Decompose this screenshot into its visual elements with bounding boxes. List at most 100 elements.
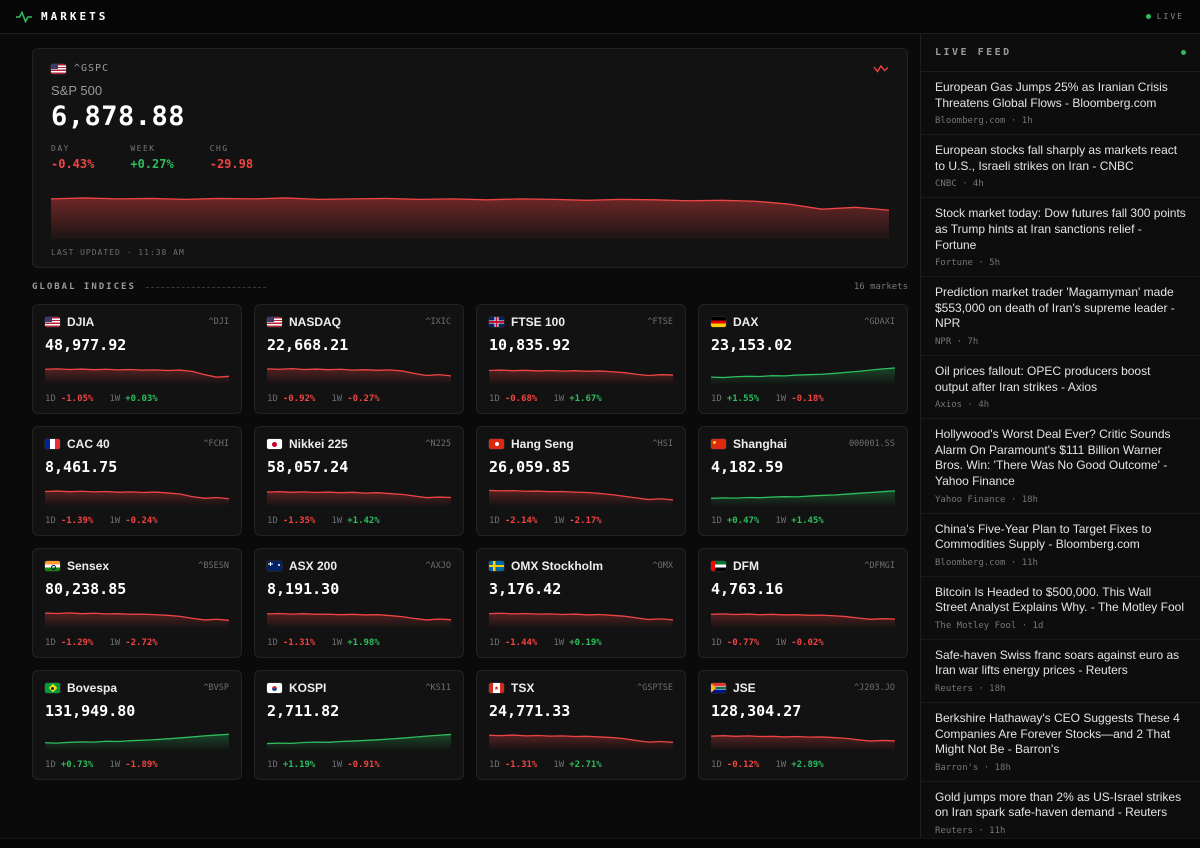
index-card-hsi[interactable]: Hang Seng ^HSI 26,059.85 1D -2.14% 1W -2.17%	[476, 426, 686, 536]
index-card-header: Sensex ^BSESN	[45, 559, 229, 573]
index-stat-w1: 1W +1.45%	[775, 516, 823, 526]
index-card-gdaxi[interactable]: DAX ^GDAXI 23,153.02 1D +1.55% 1W -0.18%	[698, 304, 908, 414]
index-stat-d1: 1D -0.68%	[489, 394, 537, 404]
index-card-omx[interactable]: OMX Stockholm ^OMX 3,176.42 1D -1.44% 1W +0.19…	[476, 548, 686, 658]
index-card-header: FTSE 100 ^FTSE	[489, 315, 673, 329]
index-card-gsptse[interactable]: TSX ^GSPTSE 24,771.33 1D -1.31% 1W +2.71%	[476, 670, 686, 780]
index-stat-w1: 1W -0.24%	[109, 516, 157, 526]
feed-item[interactable]: Oil prices fallout: OPEC producers boost…	[921, 356, 1200, 420]
feed-item[interactable]: Safe-haven Swiss franc soars against eur…	[921, 640, 1200, 704]
feed-item-title: Berkshire Hathaway's CEO Suggests These …	[935, 711, 1180, 757]
feed-item[interactable]: European stocks fall sharply as markets …	[921, 135, 1200, 199]
index-card-ixic[interactable]: NASDAQ ^IXIC 22,668.21 1D -0.92% 1W -0.27%	[254, 304, 464, 414]
index-name-group: ASX 200	[267, 559, 337, 573]
stat-value: -0.18%	[791, 394, 824, 404]
index-card-bsesn[interactable]: Sensex ^BSESN 80,238.85 1D -1.29% 1W -2.72%	[32, 548, 242, 658]
index-card-header: OMX Stockholm ^OMX	[489, 559, 673, 573]
index-stats-row: 1D +0.47% 1W +1.45%	[711, 516, 895, 526]
hero-index-name: S&P 500	[51, 83, 103, 98]
index-name-group: Sensex	[45, 559, 109, 573]
index-symbol: ^FCHI	[203, 439, 229, 449]
stat-label: 1W	[331, 638, 343, 648]
index-value: 80,238.85	[45, 580, 127, 598]
feed-item-meta: Barron's · 18h	[935, 762, 1011, 773]
feed-item-meta: Bloomberg.com · 11h	[935, 557, 1038, 568]
index-sparkline	[489, 483, 673, 507]
index-stat-w1: 1W -0.02%	[775, 638, 823, 648]
index-value: 22,668.21	[267, 336, 349, 354]
stat-value: +1.45%	[791, 516, 824, 526]
index-name-group: FTSE 100	[489, 315, 565, 329]
index-card-header: ASX 200 ^AXJO	[267, 559, 451, 573]
index-symbol: ^BVSP	[203, 683, 229, 693]
index-stat-w1: 1W -1.89%	[109, 760, 157, 770]
feed-item[interactable]: Bitcoin Is Headed to $500,000. This Wall…	[921, 577, 1200, 640]
index-value: 58,057.24	[267, 458, 349, 476]
index-name: Hang Seng	[511, 437, 574, 451]
index-sparkline	[45, 361, 229, 385]
index-card-ftse[interactable]: FTSE 100 ^FTSE 10,835.92 1D -0.68% 1W +1.67%	[476, 304, 686, 414]
sparkline-chart	[489, 727, 673, 751]
index-value: 4,182.59	[711, 458, 784, 476]
index-card-dfmgi[interactable]: DFM ^DFMGI 4,763.16 1D -0.77% 1W -0.02%	[698, 548, 908, 658]
ae-flag-icon	[711, 561, 726, 571]
index-sparkline	[489, 727, 673, 751]
in-flag-icon	[45, 561, 60, 571]
index-card-bvsp[interactable]: Bovespa ^BVSP 131,949.80 1D +0.73% 1W -1.89%	[32, 670, 242, 780]
stat-label: 1D	[267, 394, 278, 404]
sparkline-chart	[711, 605, 895, 629]
index-sparkline	[45, 483, 229, 507]
index-sparkline	[267, 605, 451, 629]
index-card-header: NASDAQ ^IXIC	[267, 315, 451, 329]
stat-value: +0.27%	[130, 157, 174, 171]
index-value: 26,059.85	[489, 458, 571, 476]
index-sparkline	[489, 361, 673, 385]
index-card-ks11[interactable]: KOSPI ^KS11 2,711.82 1D +1.19% 1W -0.91%	[254, 670, 464, 780]
stat-label: 1W	[331, 516, 343, 526]
index-stat-d1: 1D +0.73%	[45, 760, 93, 770]
index-sparkline	[267, 361, 451, 385]
index-name: Shanghai	[733, 437, 788, 451]
index-sparkline	[711, 727, 895, 751]
stat-label: 1D	[711, 760, 722, 770]
top-bar: MARKETS LIVE	[0, 0, 1200, 34]
index-card-header: Hang Seng ^HSI	[489, 437, 673, 451]
feed-item[interactable]: European Gas Jumps 25% as Iranian Crisis…	[921, 72, 1200, 136]
feed-item[interactable]: Prediction market trader 'Magamyman' mad…	[921, 277, 1200, 356]
feed-item[interactable]: Gold jumps more than 2% as US-Israel str…	[921, 782, 1200, 838]
index-card-header: DAX ^GDAXI	[711, 315, 895, 329]
index-symbol: ^DFMGI	[864, 561, 895, 571]
index-card-000001ss[interactable]: Shanghai 000001.SS 4,182.59 1D +0.47% 1W +1.45…	[698, 426, 908, 536]
stat-value: -0.02%	[791, 638, 824, 648]
index-symbol: ^BSESN	[198, 561, 229, 571]
index-card-axjo[interactable]: ASX 200 ^AXJO 8,191.30 1D -1.31% 1W +1.98%	[254, 548, 464, 658]
index-card-n225[interactable]: Nikkei 225 ^N225 58,057.24 1D -1.35% 1W +1.42%	[254, 426, 464, 536]
index-card-fchi[interactable]: CAC 40 ^FCHI 8,461.75 1D -1.39% 1W -0.24%	[32, 426, 242, 536]
feed-item[interactable]: China's Five-Year Plan to Target Fixes t…	[921, 514, 1200, 577]
trend-down-icon	[873, 64, 889, 73]
feed-item[interactable]: Stock market today: Dow futures fall 300…	[921, 198, 1200, 278]
index-symbol: ^J203.JO	[854, 683, 895, 693]
last-updated-label: LAST UPDATED · 11:38 AM	[51, 248, 185, 257]
stat-value: -0.92%	[282, 394, 316, 404]
feed-item[interactable]: Berkshire Hathaway's CEO Suggests These …	[921, 703, 1200, 782]
stat-value: -1.05%	[60, 394, 94, 404]
index-stats-row: 1D -1.31% 1W +1.98%	[267, 638, 451, 648]
stat-label: 1D	[489, 394, 500, 404]
feed-list: European Gas Jumps 25% as Iranian Crisis…	[921, 72, 1200, 838]
index-stats-row: 1D -1.05% 1W +0.03%	[45, 394, 229, 404]
feed-item-title: Stock market today: Dow futures fall 300…	[935, 206, 1186, 252]
index-symbol: ^N225	[425, 439, 451, 449]
stat-value: -1.31%	[282, 638, 316, 648]
stat-label: 1W	[109, 760, 121, 770]
feed-item[interactable]: Hollywood's Worst Deal Ever? Critic Soun…	[921, 419, 1200, 514]
sp500-hero-card[interactable]: ^GSPC S&P 500 6,878.88 DAY -0.43% WEEK +0.2…	[32, 48, 908, 268]
hero-stat-chg: CHG -29.98	[210, 144, 253, 171]
hero-price-chart	[51, 185, 889, 239]
index-card-dji[interactable]: DJIA ^DJI 48,977.92 1D -1.05% 1W +0.03%	[32, 304, 242, 414]
index-sparkline	[267, 483, 451, 507]
stat-label: 1D	[45, 638, 56, 648]
index-stat-d1: 1D -1.39%	[45, 516, 93, 526]
index-card-j203jo[interactable]: JSE ^J203.JO 128,304.27 1D -0.12% 1W +2.89%	[698, 670, 908, 780]
index-stat-w1: 1W +1.42%	[331, 516, 379, 526]
